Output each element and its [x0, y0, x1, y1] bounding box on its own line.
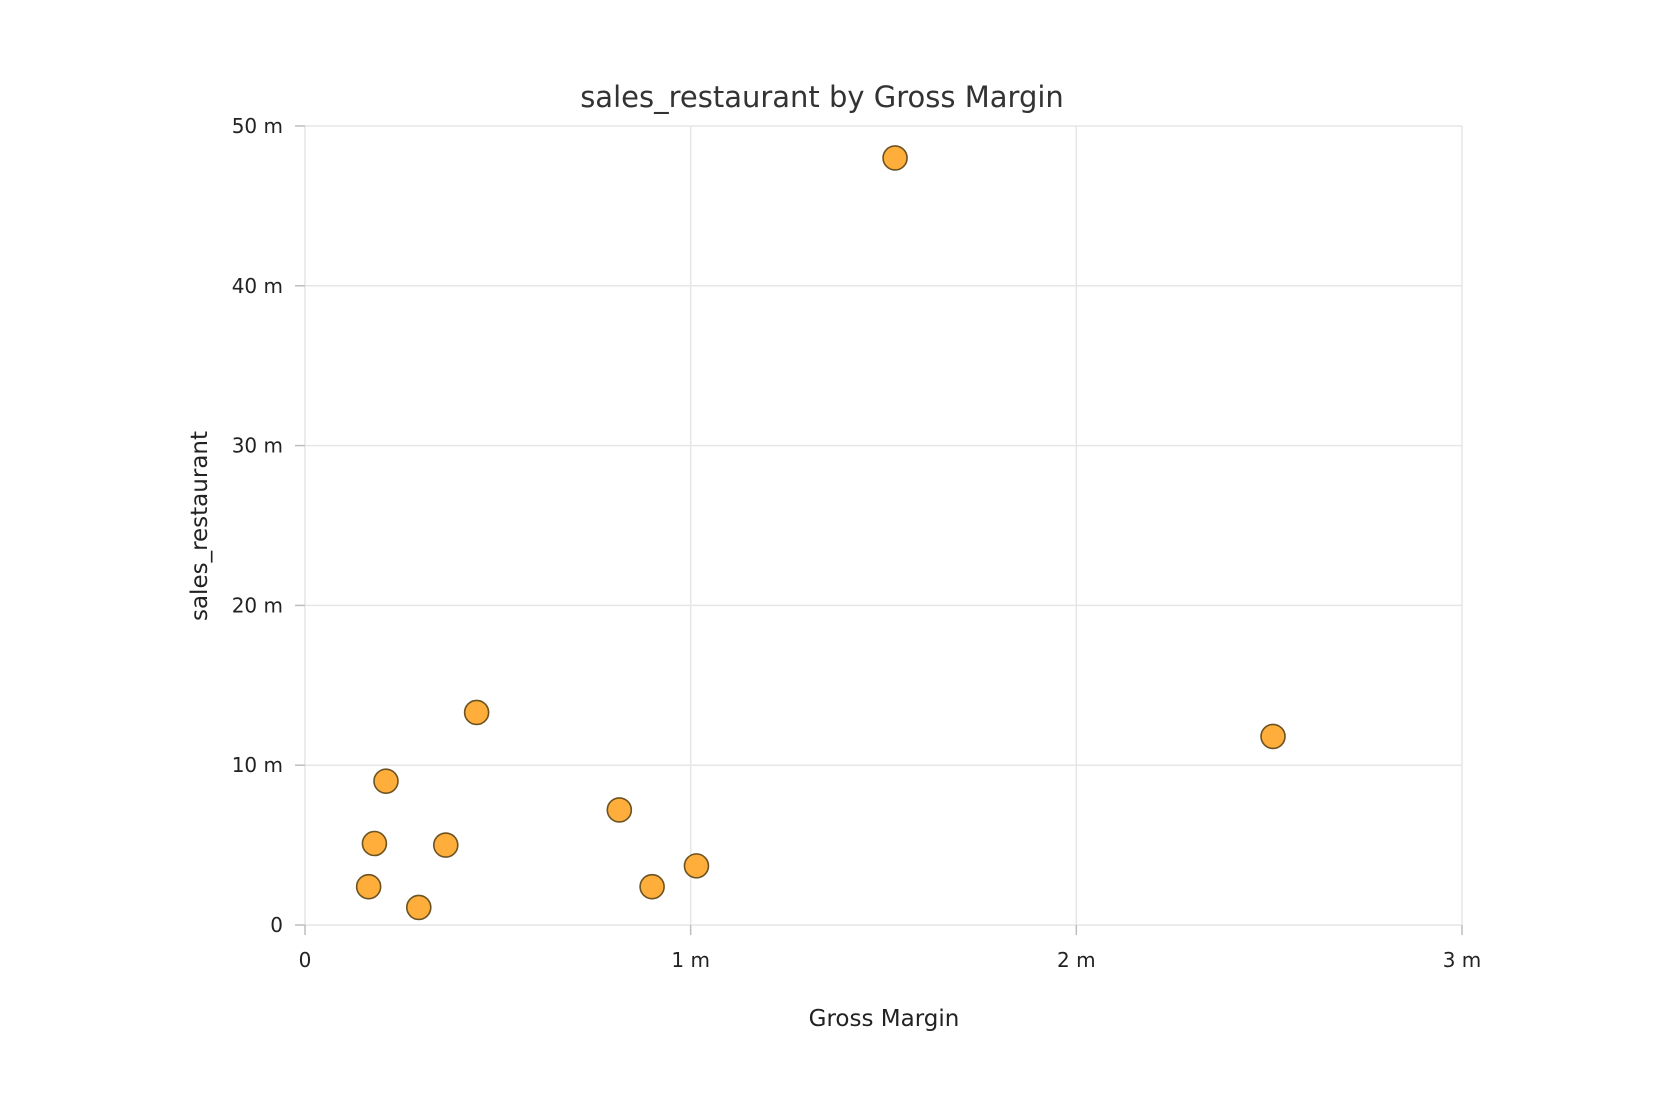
data-point[interactable]	[683, 853, 710, 879]
data-point[interactable]	[1260, 723, 1286, 750]
x-tick-label: 2 m	[1057, 948, 1096, 972]
chart-title: sales_restaurant by Gross Margin	[580, 80, 1064, 114]
x-axis-title: Gross Margin	[809, 1006, 960, 1032]
data-point[interactable]	[882, 145, 908, 171]
data-point[interactable]	[355, 873, 382, 900]
y-tick-label: 30 m	[232, 434, 283, 458]
x-tick-label: 1 m	[671, 948, 710, 972]
data-point[interactable]	[373, 768, 399, 794]
y-tick-label: 20 m	[232, 593, 283, 617]
tick-labels: 0 10 m 20 m 30 m 40 m 50 m 0 1 m 2 m 3 m	[232, 114, 1482, 972]
data-point[interactable]	[606, 797, 633, 823]
x-tick-label: 0	[299, 948, 312, 972]
data-point[interactable]	[463, 699, 490, 726]
y-tick-label: 10 m	[232, 753, 283, 777]
data-points	[355, 145, 1286, 921]
data-point[interactable]	[405, 894, 432, 921]
y-tick-label: 0	[270, 913, 283, 937]
x-tick-label: 3 m	[1443, 948, 1482, 972]
grid	[304, 125, 1463, 926]
data-point[interactable]	[639, 873, 665, 900]
data-point[interactable]	[432, 832, 459, 858]
y-axis-title: sales_restaurant	[187, 431, 213, 621]
axes	[295, 125, 1463, 935]
y-tick-label: 50 m	[232, 114, 283, 138]
y-tick-label: 40 m	[232, 274, 283, 298]
data-point[interactable]	[361, 830, 388, 857]
